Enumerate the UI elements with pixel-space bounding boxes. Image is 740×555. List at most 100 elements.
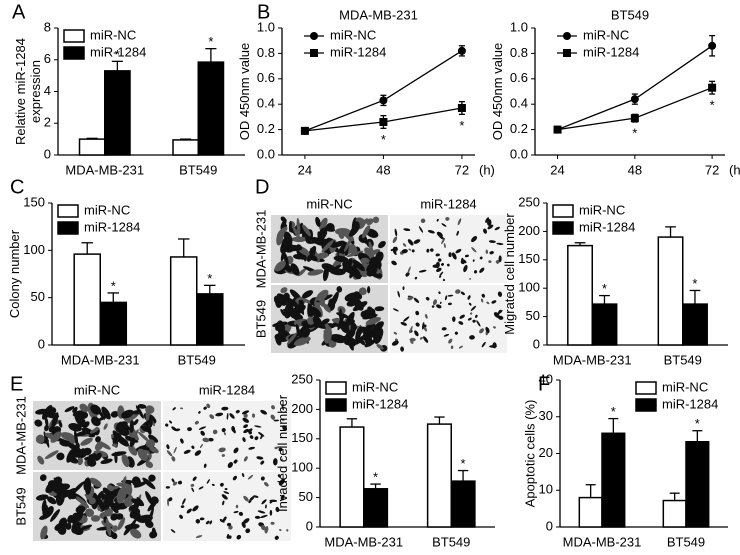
cell <box>243 424 249 429</box>
cell <box>323 325 333 344</box>
y-tick-label: 50 <box>31 289 45 304</box>
y-axis-label: Relative miR-1284 <box>13 38 28 145</box>
cell <box>119 421 128 427</box>
cell <box>458 321 464 325</box>
cell <box>328 339 337 348</box>
cell <box>479 328 485 334</box>
error-bar <box>107 292 120 303</box>
cell <box>358 287 367 296</box>
cell <box>460 291 465 296</box>
cell <box>107 484 114 492</box>
cell <box>257 510 266 514</box>
cell <box>88 497 96 505</box>
cell <box>177 480 183 485</box>
cell <box>472 259 475 262</box>
legend-label: miR-NC <box>84 202 130 217</box>
cell <box>236 534 242 540</box>
error-bar <box>111 60 123 71</box>
cell <box>261 499 267 505</box>
y-tick-label: 0 <box>533 336 540 351</box>
cell <box>199 517 205 521</box>
y-tick-label: 0.4 <box>510 96 528 111</box>
cell <box>226 412 229 420</box>
y-tick-label: 4 <box>44 83 51 98</box>
significance-mark: * <box>208 34 213 49</box>
cell <box>283 296 298 307</box>
legend-label: miR-1284 <box>352 396 408 411</box>
cell <box>113 502 128 510</box>
y-axis-label: Colony number <box>7 229 22 318</box>
cell <box>50 509 60 522</box>
cell <box>307 269 324 276</box>
y-tick-label: 0.6 <box>257 70 275 85</box>
cell <box>452 316 456 322</box>
legend-label: miR-1284 <box>330 44 386 59</box>
cell <box>367 286 371 294</box>
cell <box>223 491 230 494</box>
y-tick-label: 150 <box>518 251 540 266</box>
y-tick-label: 2 <box>44 115 51 130</box>
cell <box>344 292 359 302</box>
cell <box>392 308 399 312</box>
cell <box>436 304 442 309</box>
cell <box>274 535 279 540</box>
cell <box>131 519 137 527</box>
cell <box>436 231 443 238</box>
y-tick-label: 250 <box>291 371 313 386</box>
cell <box>345 327 357 338</box>
y-tick-label: 0 <box>546 518 553 533</box>
cell <box>166 444 170 450</box>
cell <box>277 474 281 478</box>
cell <box>470 305 477 311</box>
y-tick-label: 0.4 <box>257 96 275 111</box>
cell <box>247 428 253 433</box>
cell <box>409 325 413 334</box>
error-bar <box>665 226 676 238</box>
cell <box>418 226 424 233</box>
cell <box>89 427 100 434</box>
error-bar <box>81 242 93 255</box>
significance-mark: * <box>207 271 212 286</box>
cell <box>457 218 462 226</box>
cell <box>254 425 262 428</box>
legend-label: miR-1284 <box>662 396 718 411</box>
cell <box>403 228 411 232</box>
cell <box>306 316 315 325</box>
y-axis-label: OD 450nm value <box>490 43 505 141</box>
cell <box>274 446 278 450</box>
cell <box>44 450 59 460</box>
cell <box>39 474 47 482</box>
cell <box>448 338 453 344</box>
cell <box>208 437 214 442</box>
cell <box>333 240 345 248</box>
cell <box>72 406 78 413</box>
cell <box>44 412 60 419</box>
cell <box>405 272 410 277</box>
cell <box>271 405 275 410</box>
point <box>630 95 639 104</box>
cell <box>140 515 152 523</box>
cell <box>468 302 472 306</box>
cell <box>485 249 488 254</box>
cell <box>79 403 89 413</box>
cell <box>89 477 102 488</box>
cell <box>460 259 466 265</box>
cell <box>409 337 416 342</box>
cell <box>352 221 360 229</box>
cell <box>105 518 112 537</box>
cell <box>205 520 210 525</box>
cell <box>424 314 428 319</box>
cell <box>260 514 268 519</box>
cell <box>438 291 441 294</box>
significance-mark: * <box>695 416 700 431</box>
cell <box>451 252 457 260</box>
cell <box>115 435 129 447</box>
cell <box>312 315 323 328</box>
cell <box>94 441 104 451</box>
cell <box>110 513 118 521</box>
error-bar <box>608 417 619 434</box>
y-tick-label: 150 <box>291 430 313 445</box>
error-bar <box>669 492 680 501</box>
cell <box>66 488 77 497</box>
